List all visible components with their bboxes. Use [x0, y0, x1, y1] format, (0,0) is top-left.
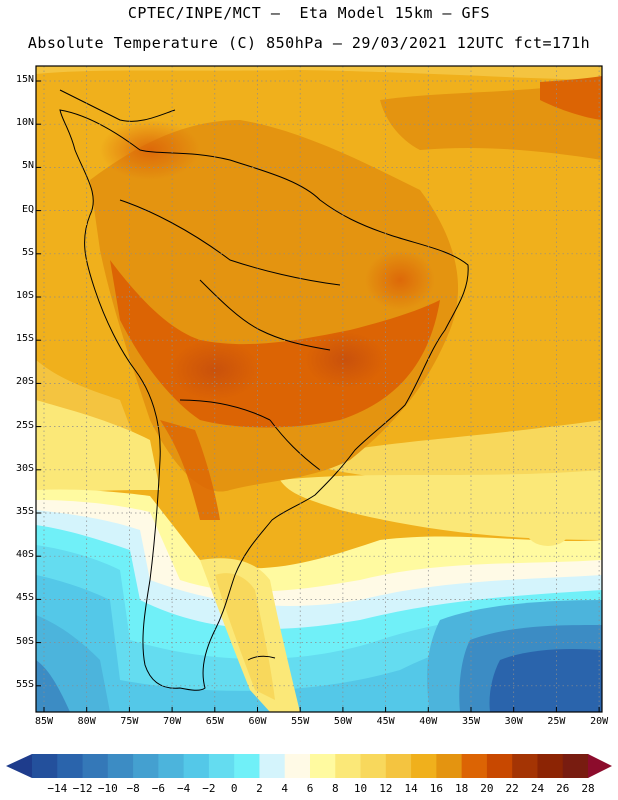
colorbar-label: 12	[379, 782, 393, 795]
colorbar-label: 6	[306, 782, 314, 795]
colorbar-max-arrow	[588, 754, 612, 778]
lat-label: 45S	[15, 592, 34, 604]
field-m6c-west	[36, 660, 70, 712]
colorbar-swatch	[411, 754, 437, 778]
colorbar-label: −12	[72, 782, 93, 795]
lon-label: 20W	[590, 716, 609, 727]
south-america-coast	[59, 109, 469, 691]
map-frame	[35, 65, 603, 713]
lon-label: 80W	[77, 716, 96, 727]
colorbar-label: −4	[177, 782, 191, 795]
coastlines	[59, 89, 469, 691]
lat-label: 10S	[15, 290, 34, 301]
colorbar-swatch	[461, 754, 488, 778]
colorbar-swatch	[82, 754, 109, 778]
lat-label: 5N	[21, 160, 34, 172]
lat-label: 20S	[15, 376, 34, 388]
colorbar-label: 28	[581, 782, 595, 795]
field-20c-north-atlantic	[540, 76, 602, 120]
colorbar-label: −14	[47, 782, 68, 795]
colorbar-swatch	[158, 754, 185, 778]
lon-label: 45W	[376, 716, 395, 727]
colorbar-label: 18	[455, 782, 469, 795]
lon-label: 70W	[163, 716, 182, 727]
lat-label: 55S	[15, 678, 34, 690]
colorbar-swatch	[486, 754, 513, 778]
colorbar-label: 22	[505, 782, 519, 795]
lon-label: 35W	[461, 716, 481, 727]
lon-label: 50W	[333, 716, 352, 727]
field-12c-pacific	[36, 400, 160, 500]
lat-label: 10N	[15, 117, 34, 129]
lat-label: 30S	[15, 462, 34, 474]
colorbar-label: 26	[556, 782, 570, 795]
colorbar	[6, 754, 612, 778]
chart-title: CPTEC/INPE/MCT – Eta Model 15km – GFS	[127, 4, 491, 22]
colorbar-swatch	[537, 754, 564, 778]
colorbar-label: 24	[530, 782, 545, 795]
hotspot-northeast	[365, 250, 435, 310]
lon-label: 85W	[34, 716, 54, 727]
lon-label: 60W	[248, 716, 267, 727]
hotspot-brazil	[305, 332, 385, 388]
colorbar-swatch	[32, 754, 58, 778]
hotspot-colombia	[100, 120, 200, 180]
colorbar-label: 8	[331, 782, 339, 795]
colorbar-swatch	[562, 754, 589, 778]
lat-label: 5S	[21, 246, 34, 258]
colorbar-swatch	[208, 754, 235, 778]
lat-label: 50S	[15, 635, 34, 647]
colorbar-swatch	[107, 754, 134, 778]
falklands-coast	[247, 655, 276, 661]
lon-label: 75W	[120, 716, 139, 727]
colorbar-label: 0	[230, 782, 238, 795]
lon-label: 40W	[419, 716, 438, 727]
eddy-warm	[526, 514, 570, 546]
colorbar-swatch	[310, 754, 336, 778]
colorbar-swatch	[57, 754, 84, 778]
chart-subtitle: Absolute Temperature (C) 850hPa – 29/03/…	[27, 34, 591, 52]
lon-label: 25W	[547, 716, 566, 727]
colorbar-label: −10	[97, 782, 118, 795]
colorbar-swatch	[133, 754, 159, 778]
lat-label: 40S	[15, 549, 34, 561]
colorbar-swatch	[183, 754, 210, 778]
colorbar-label: 14	[404, 782, 418, 795]
field-14c-patagonia	[215, 573, 275, 700]
lon-label: 30W	[504, 716, 523, 727]
colorbar-label: 20	[480, 782, 494, 795]
border-lines	[119, 199, 341, 471]
colorbar-swatch	[360, 754, 387, 778]
colorbar-label: −2	[202, 782, 216, 795]
colorbar-swatch	[259, 754, 286, 778]
lat-label: EQ	[21, 203, 34, 215]
field-12c-atlantic	[280, 470, 602, 540]
colorbar-label: 2	[256, 782, 263, 795]
colorbar-label: 16	[429, 782, 443, 795]
colorbar-swatch	[284, 754, 311, 778]
lon-label: 55W	[291, 716, 310, 727]
colorbar-label: 4	[281, 782, 289, 795]
colorbar-swatch	[436, 754, 463, 778]
colorbar-min-arrow	[6, 754, 32, 778]
field-14c-north	[36, 66, 602, 80]
central-america-coast	[59, 89, 176, 122]
lon-label: 65W	[205, 716, 224, 727]
lat-label: 25S	[15, 419, 34, 431]
lat-label: 15N	[15, 74, 34, 85]
colorbar-label: −6	[151, 782, 165, 795]
lat-label: 35S	[15, 506, 34, 517]
colorbar-swatch	[385, 754, 412, 778]
colorbar-swatch	[512, 754, 538, 778]
hotspot-paraguay	[170, 340, 260, 400]
colorbar-label: −8	[126, 782, 140, 795]
colorbar-label: 10	[353, 782, 368, 795]
colorbar-swatch	[234, 754, 260, 778]
colorbar-swatch	[335, 754, 362, 778]
lat-label: 15S	[15, 333, 34, 345]
field-m10c	[489, 649, 602, 712]
